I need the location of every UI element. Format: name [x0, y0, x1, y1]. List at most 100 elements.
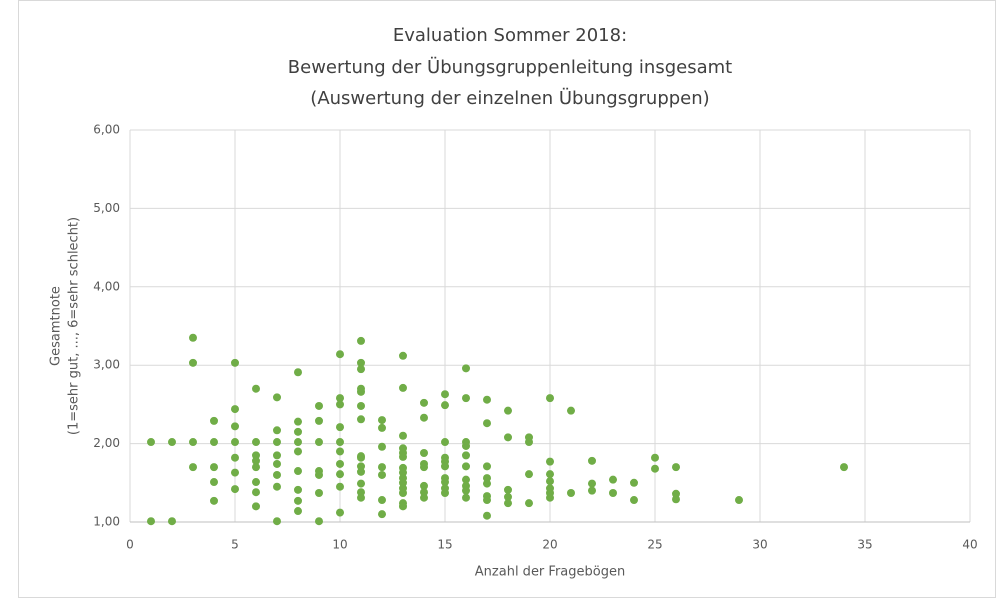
x-tick-label: 10	[332, 538, 347, 552]
point	[546, 477, 554, 486]
x-tick-label: 30	[752, 538, 767, 552]
point	[147, 517, 155, 526]
point	[210, 416, 218, 425]
point	[567, 488, 575, 497]
x-tick-label: 20	[542, 538, 557, 552]
point	[357, 401, 365, 410]
point	[336, 438, 344, 447]
point	[357, 453, 365, 462]
point	[357, 467, 365, 476]
point	[231, 438, 239, 447]
point	[378, 470, 386, 479]
point	[462, 493, 470, 502]
x-axis-title: Anzahl der Fragebögen	[475, 565, 625, 580]
point	[651, 464, 659, 473]
x-tick-label: 15	[437, 538, 452, 552]
point	[588, 456, 596, 465]
point	[378, 463, 386, 472]
point	[231, 405, 239, 414]
point	[357, 479, 365, 488]
point	[672, 489, 680, 498]
point	[609, 488, 617, 497]
y-tick-label: 2,00	[93, 436, 120, 450]
point	[315, 401, 323, 410]
point	[252, 451, 260, 460]
point	[462, 364, 470, 373]
point	[399, 431, 407, 440]
point	[210, 463, 218, 472]
y-tick-label: 1,00	[93, 515, 120, 529]
point	[294, 417, 302, 426]
x-tick-label: 0	[126, 538, 134, 552]
point	[483, 395, 491, 404]
point	[252, 478, 260, 487]
point	[672, 463, 680, 472]
point	[420, 413, 428, 422]
y-axis-title: Gesamtnote	[49, 286, 64, 366]
point	[231, 453, 239, 462]
point	[546, 470, 554, 479]
point	[420, 463, 428, 472]
chart-title: (Auswertung der einzelnen Übungsgruppen)	[310, 87, 709, 109]
point	[546, 394, 554, 403]
point	[483, 479, 491, 488]
point	[357, 415, 365, 424]
point	[315, 416, 323, 425]
point	[168, 438, 176, 447]
point	[252, 488, 260, 497]
point	[504, 492, 512, 501]
point	[399, 478, 407, 487]
point	[252, 463, 260, 472]
point	[420, 398, 428, 407]
point	[147, 438, 155, 447]
point	[420, 488, 428, 497]
y-tick-label: 6,00	[93, 123, 120, 137]
point	[378, 510, 386, 519]
point	[315, 488, 323, 497]
x-tick-label: 5	[231, 538, 239, 552]
point	[336, 470, 344, 479]
point	[462, 451, 470, 460]
point	[399, 452, 407, 461]
point	[189, 463, 197, 472]
point	[525, 470, 533, 479]
point	[273, 393, 281, 402]
point	[273, 482, 281, 491]
point	[315, 438, 323, 447]
point	[294, 368, 302, 377]
point	[315, 470, 323, 479]
point	[210, 496, 218, 505]
point	[273, 426, 281, 435]
point	[294, 467, 302, 476]
point	[399, 383, 407, 392]
point	[252, 456, 260, 465]
point	[735, 496, 743, 505]
point	[504, 433, 512, 442]
point	[336, 482, 344, 491]
point	[231, 485, 239, 494]
point	[357, 336, 365, 345]
point	[462, 486, 470, 495]
point	[672, 495, 680, 504]
point	[210, 438, 218, 447]
point	[315, 517, 323, 526]
y-tick-label: 3,00	[93, 358, 120, 372]
point	[189, 438, 197, 447]
point	[168, 517, 176, 526]
x-tick-label: 35	[857, 538, 872, 552]
point	[294, 447, 302, 456]
point	[399, 351, 407, 360]
point	[378, 423, 386, 432]
point	[525, 499, 533, 508]
point	[336, 394, 344, 403]
x-tick-label: 40	[962, 538, 977, 552]
point	[630, 496, 638, 505]
point	[273, 438, 281, 447]
y-axis-title: (1=sehr gut, ..., 6=sehr schlecht)	[67, 217, 82, 435]
point	[231, 468, 239, 477]
point	[273, 470, 281, 479]
point	[378, 496, 386, 505]
point	[357, 365, 365, 374]
point	[357, 488, 365, 497]
point	[273, 459, 281, 468]
